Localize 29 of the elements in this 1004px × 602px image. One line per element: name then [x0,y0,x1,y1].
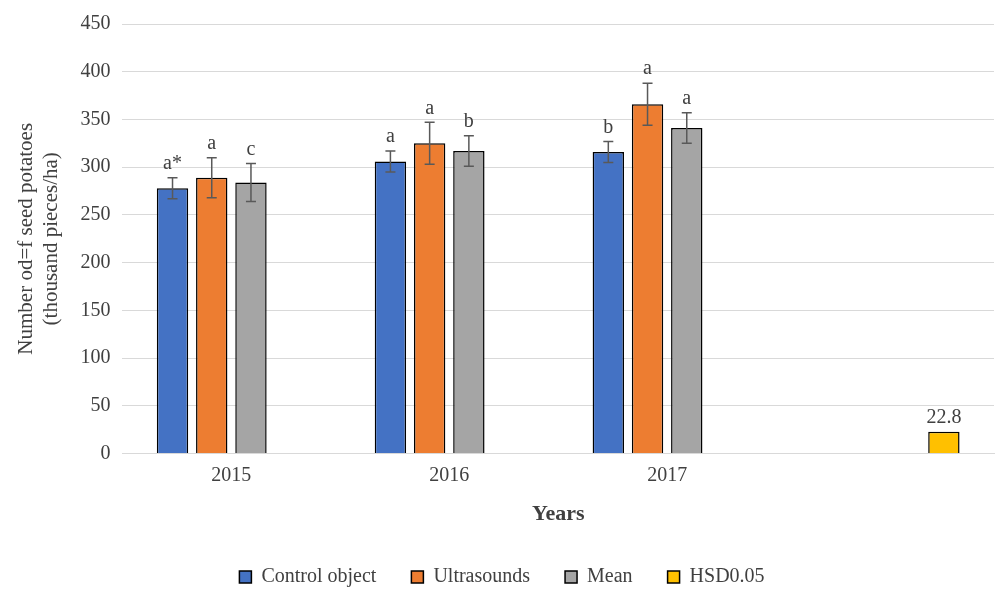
legend-label: HSD0.05 [689,564,765,587]
y-tick-label: 300 [80,154,111,177]
legend-label: Ultrasounds [433,564,531,587]
data-label: c [246,136,256,159]
y-tick-label: 50 [90,393,111,416]
data-label: a [682,86,692,109]
legend-label: Mean [587,564,633,587]
y-tick-label: 200 [80,249,111,272]
data-label: b [463,108,474,131]
y-axis-title: Number od=f seed potatoes (thousand pieces/ha) [13,122,63,355]
data-label: a* [163,150,182,173]
x-tick-label: 2016 [429,462,470,485]
y-tick-label: 350 [80,106,111,129]
y-tick-label: 150 [80,297,111,320]
x-axis-title: Years [531,500,585,526]
data-label: 22.8 [926,405,962,428]
legend-label: Control object [261,564,377,588]
y-tick-label: 100 [80,345,111,368]
x-tick-label: 2015 [211,462,252,485]
data-label: a [385,124,395,147]
data-label: b [603,114,614,137]
data-label: a [207,130,217,153]
data-label: a [425,95,435,118]
x-tick-label: 2017 [647,462,688,485]
data-label: a [643,56,653,79]
y-tick-label: 250 [80,202,111,225]
y-tick-label: 0 [100,440,111,463]
y-tick-label: 400 [80,58,111,81]
y-tick-label: 450 [80,11,111,34]
